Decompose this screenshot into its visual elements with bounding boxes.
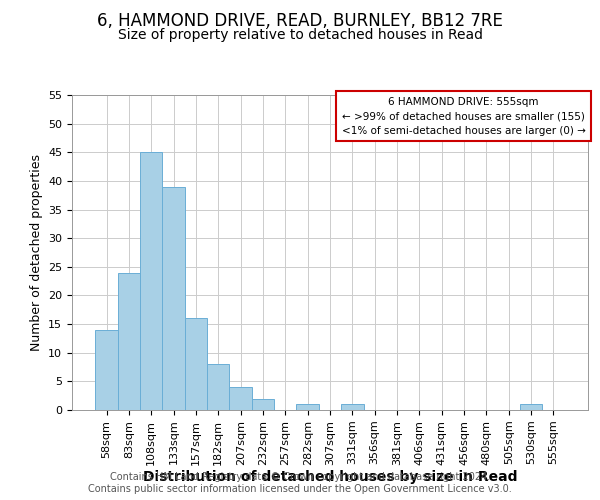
Bar	[520, 404, 542, 410]
Bar	[140, 152, 163, 410]
Text: 6, HAMMOND DRIVE, READ, BURNLEY, BB12 7RE: 6, HAMMOND DRIVE, READ, BURNLEY, BB12 7R…	[97, 12, 503, 30]
Bar	[118, 272, 140, 410]
Bar	[252, 398, 274, 410]
Text: Size of property relative to detached houses in Read: Size of property relative to detached ho…	[118, 28, 482, 42]
Text: 6 HAMMOND DRIVE: 555sqm
← >99% of detached houses are smaller (155)
<1% of semi-: 6 HAMMOND DRIVE: 555sqm ← >99% of detach…	[341, 96, 586, 136]
Bar	[185, 318, 207, 410]
X-axis label: Distribution of detached houses by size in Read: Distribution of detached houses by size …	[143, 470, 517, 484]
Text: Contains HM Land Registry data © Crown copyright and database right 2024.: Contains HM Land Registry data © Crown c…	[110, 472, 490, 482]
Bar	[207, 364, 229, 410]
Bar	[163, 186, 185, 410]
Text: Contains public sector information licensed under the Open Government Licence v3: Contains public sector information licen…	[88, 484, 512, 494]
Bar	[95, 330, 118, 410]
Bar	[229, 387, 252, 410]
Y-axis label: Number of detached properties: Number of detached properties	[29, 154, 43, 351]
Bar	[296, 404, 319, 410]
Bar	[341, 404, 364, 410]
